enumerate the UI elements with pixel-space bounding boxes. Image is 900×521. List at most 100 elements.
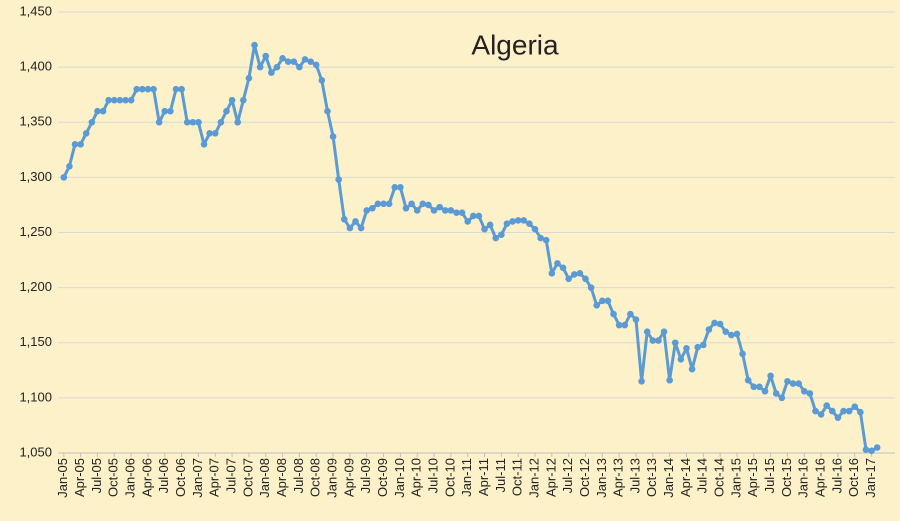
x-tick-label: Jan-09 [325, 458, 340, 498]
data-line [62, 43, 878, 453]
y-tick-label: 1,150 [19, 334, 52, 349]
data-point [498, 231, 505, 239]
data-point [335, 176, 342, 183]
data-point [256, 63, 264, 71]
chart-title: Algeria [471, 29, 559, 60]
data-point [290, 58, 298, 65]
data-point [60, 174, 68, 181]
data-point [425, 201, 432, 209]
data-point [374, 200, 382, 208]
data-point [610, 310, 617, 318]
x-tick-label: Jul-10 [425, 458, 440, 493]
data-point [312, 61, 320, 69]
data-point [873, 444, 881, 451]
data-point [772, 390, 780, 397]
data-point [554, 260, 561, 267]
x-tick-label: Jul-09 [358, 458, 373, 493]
data-point [632, 316, 640, 323]
data-point [329, 133, 337, 140]
data-point [458, 209, 466, 216]
data-point [486, 221, 494, 229]
x-tick-label: Jan-14 [661, 458, 676, 498]
data-point [806, 390, 814, 397]
data-point [150, 85, 157, 93]
data-point [228, 96, 236, 104]
data-point [514, 217, 522, 224]
data-point [744, 376, 752, 384]
data-point [851, 403, 859, 410]
data-point [217, 118, 225, 126]
data-point [857, 408, 864, 416]
data-point [94, 107, 101, 115]
data-point [385, 200, 393, 208]
x-tick-label: Apr-06 [139, 458, 154, 497]
x-tick-label: Oct-15 [779, 458, 794, 497]
x-tick-label: Oct-14 [712, 458, 727, 497]
x-tick-label: Jul-15 [762, 458, 777, 493]
x-tick-label: Apr-11 [476, 458, 491, 496]
x-tick-label: Jan-17 [863, 458, 878, 498]
data-point [441, 207, 449, 214]
data-point [279, 55, 286, 62]
y-tick-label: 1,250 [19, 224, 52, 239]
data-point [761, 387, 769, 395]
data-point [823, 402, 831, 409]
data-point [161, 107, 169, 115]
data-point [509, 218, 516, 225]
data-point [206, 129, 213, 137]
x-tick-label: Jan-15 [728, 458, 743, 498]
data-point [369, 204, 376, 212]
data-point [570, 271, 578, 278]
data-point [262, 52, 270, 60]
data-point [402, 204, 410, 212]
data-point [733, 330, 741, 338]
data-point [660, 328, 668, 336]
data-point [778, 394, 786, 402]
data-point [548, 269, 556, 277]
data-point [655, 337, 662, 344]
data-point [116, 96, 124, 104]
data-point [756, 383, 763, 391]
data-point [475, 212, 483, 220]
data-point [357, 224, 365, 232]
data-point [251, 41, 258, 49]
x-tick-label: Apr-16 [813, 458, 828, 497]
data-point [167, 107, 174, 115]
x-tick-label: Jan-12 [526, 458, 541, 498]
x-tick-label: Oct-10 [442, 458, 457, 497]
data-point [380, 200, 387, 208]
y-tick-label: 1,050 [19, 444, 52, 459]
x-tick-label: Jan-11 [459, 458, 474, 497]
data-point [88, 118, 96, 126]
data-point [520, 217, 528, 224]
data-point [582, 275, 589, 283]
data-point [593, 301, 601, 309]
x-tick-label: Jan-05 [55, 458, 70, 498]
data-point [413, 207, 421, 214]
x-tick-label: Oct-06 [173, 458, 188, 497]
data-point [621, 321, 629, 329]
x-tick-label: Jul-05 [89, 458, 104, 493]
data-point [324, 107, 331, 115]
x-tick-label: Apr-05 [72, 458, 87, 497]
data-point [559, 264, 567, 272]
data-point [599, 297, 606, 305]
x-tick-label: Apr-15 [745, 458, 760, 497]
x-tick-label: Jan-13 [594, 458, 609, 498]
data-point [464, 218, 471, 225]
data-point [739, 350, 746, 358]
data-point [862, 446, 870, 453]
x-tick-label: Jul-08 [291, 458, 306, 493]
data-point [99, 107, 107, 115]
y-tick-label: 1,100 [19, 389, 52, 404]
x-tick-label: Apr-10 [409, 458, 424, 497]
x-tick-label: Jul-13 [627, 458, 642, 493]
x-tick-label: Oct-11 [510, 458, 525, 496]
data-point [638, 378, 645, 385]
data-point [795, 380, 802, 387]
data-point [122, 96, 129, 104]
x-tick-label: Apr-13 [611, 458, 626, 497]
data-point [615, 321, 623, 329]
data-point [688, 365, 696, 373]
